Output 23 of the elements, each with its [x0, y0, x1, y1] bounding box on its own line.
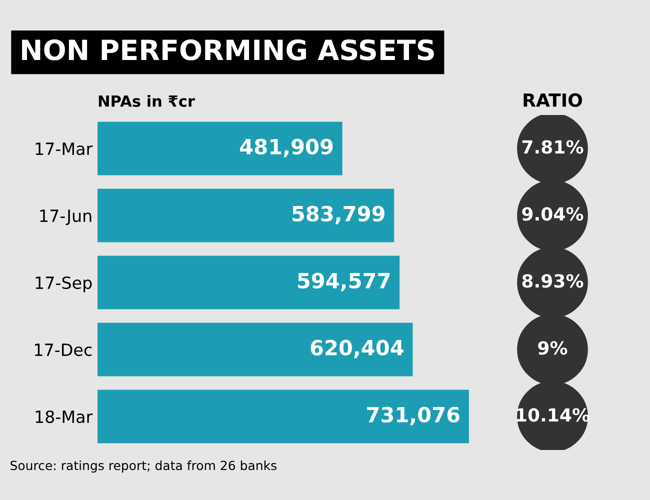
y-tick-label: 17-Sep — [36, 276, 92, 292]
data-label: 731,076 — [367, 406, 460, 426]
bar — [98, 322, 413, 376]
chart-title: NON PERFORMING ASSETS — [22, 39, 434, 60]
bar — [98, 390, 469, 444]
data-label: 481,909 — [240, 138, 333, 158]
source-note: Source: ratings report; data from 26 banks — [10, 460, 276, 473]
bar — [98, 188, 394, 242]
text: RATIO — [524, 93, 582, 107]
data-label: 7.81% — [522, 140, 584, 154]
data-label: 8.93% — [522, 274, 584, 288]
data-label: 9.04% — [522, 207, 584, 221]
y-tick-label: 17-Jun — [40, 210, 92, 226]
y-tick-label: 17-Dec — [34, 344, 92, 356]
bar — [98, 122, 342, 176]
y-tick-label: 18-Mar — [36, 410, 93, 424]
bar — [98, 256, 400, 310]
data-label: 594,577 — [298, 272, 390, 292]
y-tick-label: 17-Mar — [36, 142, 93, 156]
data-label: 583,799 — [292, 206, 384, 224]
data-label: 9% — [538, 341, 568, 355]
data-label: 620,404 — [310, 340, 404, 358]
x-axis-title: NPAs in ₹cr — [98, 95, 195, 107]
